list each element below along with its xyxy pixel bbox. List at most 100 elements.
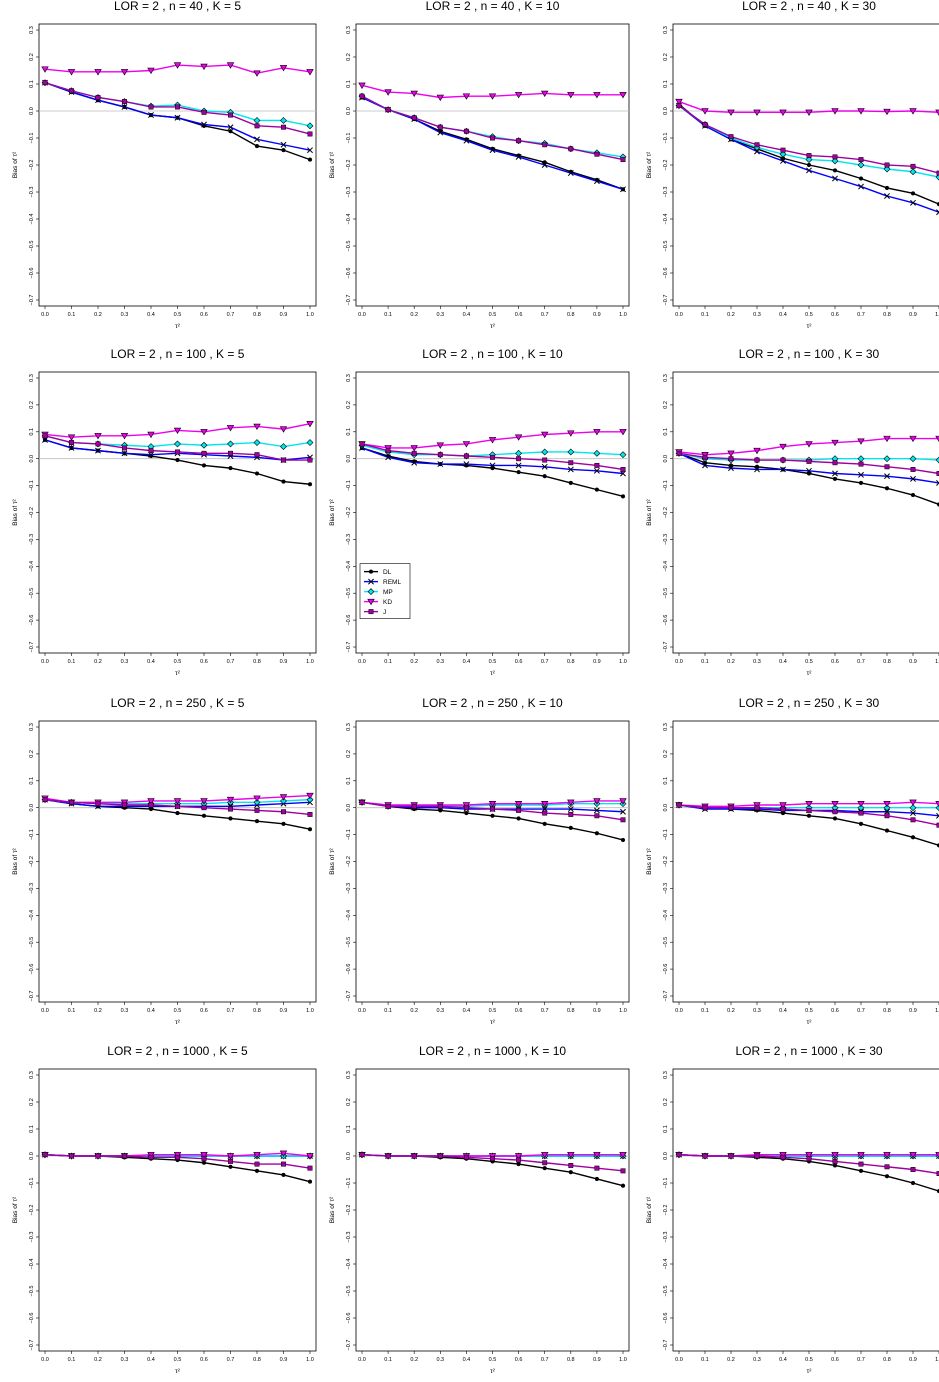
y-tick-label: −0.5 bbox=[29, 937, 35, 948]
data-point-reml bbox=[463, 461, 470, 468]
data-point-kd bbox=[935, 800, 939, 808]
data-point-kd bbox=[567, 799, 575, 806]
data-point-reml bbox=[68, 444, 75, 451]
y-tick-label: −0.3 bbox=[663, 534, 669, 545]
data-point-kd bbox=[883, 800, 891, 808]
x-tick-label: 0.0 bbox=[675, 312, 683, 318]
data-point-reml bbox=[437, 129, 444, 136]
data-point-j bbox=[411, 1153, 417, 1159]
series-line-j bbox=[44, 435, 310, 461]
y-tick-label: −0.5 bbox=[663, 1286, 669, 1297]
data-point-kd bbox=[593, 798, 601, 805]
data-point-kd bbox=[436, 94, 445, 102]
data-point-j bbox=[254, 1161, 260, 1167]
data-point-reml bbox=[411, 459, 418, 466]
panel-title: LOR = 2 , n = 250 , K = 30 bbox=[739, 696, 880, 710]
data-point-mp bbox=[883, 804, 891, 812]
x-axis-label: τ² bbox=[807, 1368, 813, 1375]
data-point-dl bbox=[858, 480, 864, 486]
y-tick-label: −0.7 bbox=[346, 642, 352, 653]
y-tick-label: −0.6 bbox=[29, 268, 35, 279]
y-tick-label: 0.1 bbox=[663, 428, 669, 436]
data-point-j bbox=[910, 1167, 916, 1172]
data-point-j bbox=[69, 440, 74, 446]
data-point-j bbox=[806, 153, 812, 159]
y-tick-label: −0.2 bbox=[346, 507, 352, 518]
data-point-j bbox=[437, 452, 443, 458]
x-tick-label: 0.2 bbox=[94, 312, 102, 318]
x-axis-label: τ² bbox=[807, 670, 813, 677]
data-point-j bbox=[69, 88, 74, 94]
data-point-kd bbox=[462, 93, 471, 100]
x-tick-label: 0.8 bbox=[883, 1357, 891, 1363]
x-tick-label: 0.1 bbox=[68, 1357, 76, 1363]
data-point-mp bbox=[227, 440, 234, 448]
x-tick-label: 0.5 bbox=[805, 1357, 813, 1363]
x-tick-label: 0.8 bbox=[253, 1008, 261, 1014]
data-point-j bbox=[175, 803, 180, 809]
x-tick-label: 0.5 bbox=[805, 659, 813, 665]
x-tick-label: 0.3 bbox=[436, 1008, 444, 1014]
data-point-kd bbox=[226, 1153, 235, 1160]
data-point-kd bbox=[67, 434, 76, 441]
y-tick-label: 0.2 bbox=[346, 53, 352, 61]
y-tick-label: 0.1 bbox=[29, 1125, 35, 1133]
data-point-j bbox=[307, 457, 313, 463]
data-point-j bbox=[42, 433, 48, 439]
data-point-j bbox=[702, 122, 708, 127]
data-point-j bbox=[359, 93, 365, 99]
data-point-reml bbox=[806, 467, 812, 474]
x-tick-label: 0.8 bbox=[253, 312, 261, 318]
data-point-dl bbox=[175, 810, 180, 816]
data-point-dl bbox=[201, 813, 207, 818]
data-point-mp bbox=[280, 117, 287, 124]
data-point-j bbox=[175, 104, 180, 110]
data-point-reml bbox=[884, 473, 890, 480]
y-axis-label: Bias of τ² bbox=[646, 151, 653, 178]
data-point-mp bbox=[909, 168, 917, 176]
data-point-j bbox=[676, 802, 682, 808]
panel-title: LOR = 2 , n = 100 , K = 10 bbox=[422, 347, 563, 361]
y-tick-label: −0.7 bbox=[29, 991, 35, 1002]
panel-7: LOR = 2 , n = 250 , K = 5 0.3 0.2 0.1 0.0 −0.… bbox=[12, 696, 317, 1026]
data-point-dl bbox=[307, 1179, 313, 1184]
y-tick-label: −0.1 bbox=[29, 829, 35, 840]
y-tick-label: −0.7 bbox=[346, 1340, 352, 1351]
data-point-reml bbox=[121, 103, 128, 110]
data-point-j bbox=[463, 128, 469, 134]
data-point-j bbox=[42, 1152, 48, 1158]
y-tick-label: 0.3 bbox=[346, 26, 352, 34]
data-point-dl bbox=[542, 474, 547, 479]
data-point-reml bbox=[858, 183, 864, 190]
data-point-kd bbox=[857, 800, 865, 808]
data-point-j bbox=[307, 1165, 313, 1171]
data-point-j bbox=[858, 1161, 864, 1167]
y-tick-label: −0.1 bbox=[346, 1178, 352, 1189]
data-point-dl bbox=[594, 487, 599, 492]
data-point-j bbox=[676, 450, 682, 456]
data-point-kd bbox=[253, 1151, 261, 1159]
data-point-kd bbox=[727, 450, 735, 457]
y-tick-label: 0.1 bbox=[663, 1125, 669, 1133]
y-tick-label: −0.2 bbox=[663, 160, 669, 171]
x-tick-label: 0.1 bbox=[701, 312, 709, 318]
data-point-dl bbox=[542, 160, 547, 165]
data-point-j bbox=[594, 151, 600, 157]
data-point-mp bbox=[857, 161, 865, 169]
y-tick-label: 0.3 bbox=[29, 374, 35, 382]
data-point-j bbox=[620, 817, 626, 823]
x-tick-label: 0.6 bbox=[831, 659, 839, 665]
y-tick-label: 0.3 bbox=[346, 723, 352, 731]
data-point-j bbox=[281, 457, 286, 463]
data-point-j bbox=[148, 802, 154, 808]
data-point-kd bbox=[306, 421, 314, 428]
legend-marker bbox=[368, 609, 374, 615]
data-point-j bbox=[728, 456, 734, 462]
data-point-j bbox=[122, 802, 127, 808]
data-point-dl bbox=[516, 1161, 521, 1167]
y-tick-label: −0.3 bbox=[346, 187, 352, 198]
data-point-j bbox=[42, 797, 48, 803]
x-tick-label: 0.4 bbox=[779, 1008, 787, 1014]
y-axis-label: Bias of τ² bbox=[12, 498, 19, 525]
